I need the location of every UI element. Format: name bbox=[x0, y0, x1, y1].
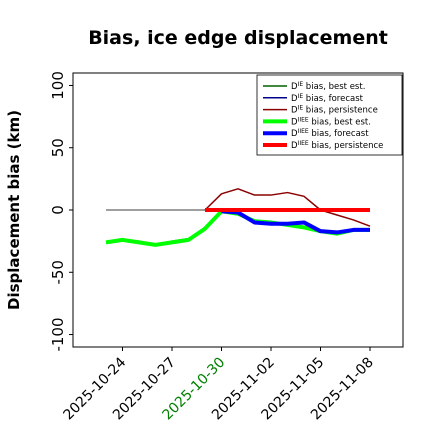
legend-label: DIIEE bias, persistence bbox=[291, 140, 383, 151]
y-tick-label: 100 bbox=[49, 71, 67, 100]
legend-text-part: bias, persistence bbox=[303, 106, 378, 116]
plot-frame bbox=[72, 72, 404, 348]
legend-text-part: IIEE bbox=[298, 128, 309, 135]
legend-text-part: D bbox=[291, 82, 298, 92]
legend-text-part: bias, best est. bbox=[309, 117, 371, 127]
legend-text-part: bias, best est. bbox=[303, 82, 365, 92]
y-tick-label: -50 bbox=[49, 260, 67, 285]
legend-text-part: IE bbox=[298, 93, 304, 100]
chart-title: Bias, ice edge displacement bbox=[88, 27, 388, 49]
legend-text-part: IE bbox=[298, 105, 304, 112]
legend-text-part: bias, forecast bbox=[303, 94, 364, 104]
legend-label: DIE bias, best est. bbox=[291, 81, 365, 92]
legend-label: DIE bias, persistence bbox=[291, 105, 378, 116]
series-line bbox=[221, 209, 370, 235]
legend-text-part: IIEE bbox=[298, 140, 309, 147]
series-line bbox=[204, 188, 371, 227]
y-tick-label: 50 bbox=[49, 138, 67, 157]
legend-text-part: D bbox=[291, 117, 298, 127]
legend-label: DIIEE bias, best est. bbox=[291, 116, 371, 127]
series-line bbox=[105, 210, 370, 246]
legend-box bbox=[256, 74, 403, 156]
y-axis-label: Displacement bias (km) bbox=[5, 110, 23, 310]
legend-text-part: IIEE bbox=[298, 116, 309, 123]
legend-text-part: D bbox=[291, 94, 298, 104]
y-tick-label: -100 bbox=[49, 318, 67, 352]
legend-label: DIIEE bias, forecast bbox=[291, 128, 369, 139]
legend-text-part: bias, persistence bbox=[309, 141, 384, 151]
y-tick-label: 0 bbox=[49, 205, 67, 215]
legend-text-part: D bbox=[291, 106, 298, 116]
legend-text-part: D bbox=[291, 129, 298, 139]
legend-text-part: bias, forecast bbox=[309, 129, 370, 139]
legend-text-part: D bbox=[291, 141, 298, 151]
legend-text-part: IE bbox=[298, 81, 304, 88]
legend-label: DIE bias, forecast bbox=[291, 93, 364, 104]
series-line bbox=[105, 209, 370, 247]
